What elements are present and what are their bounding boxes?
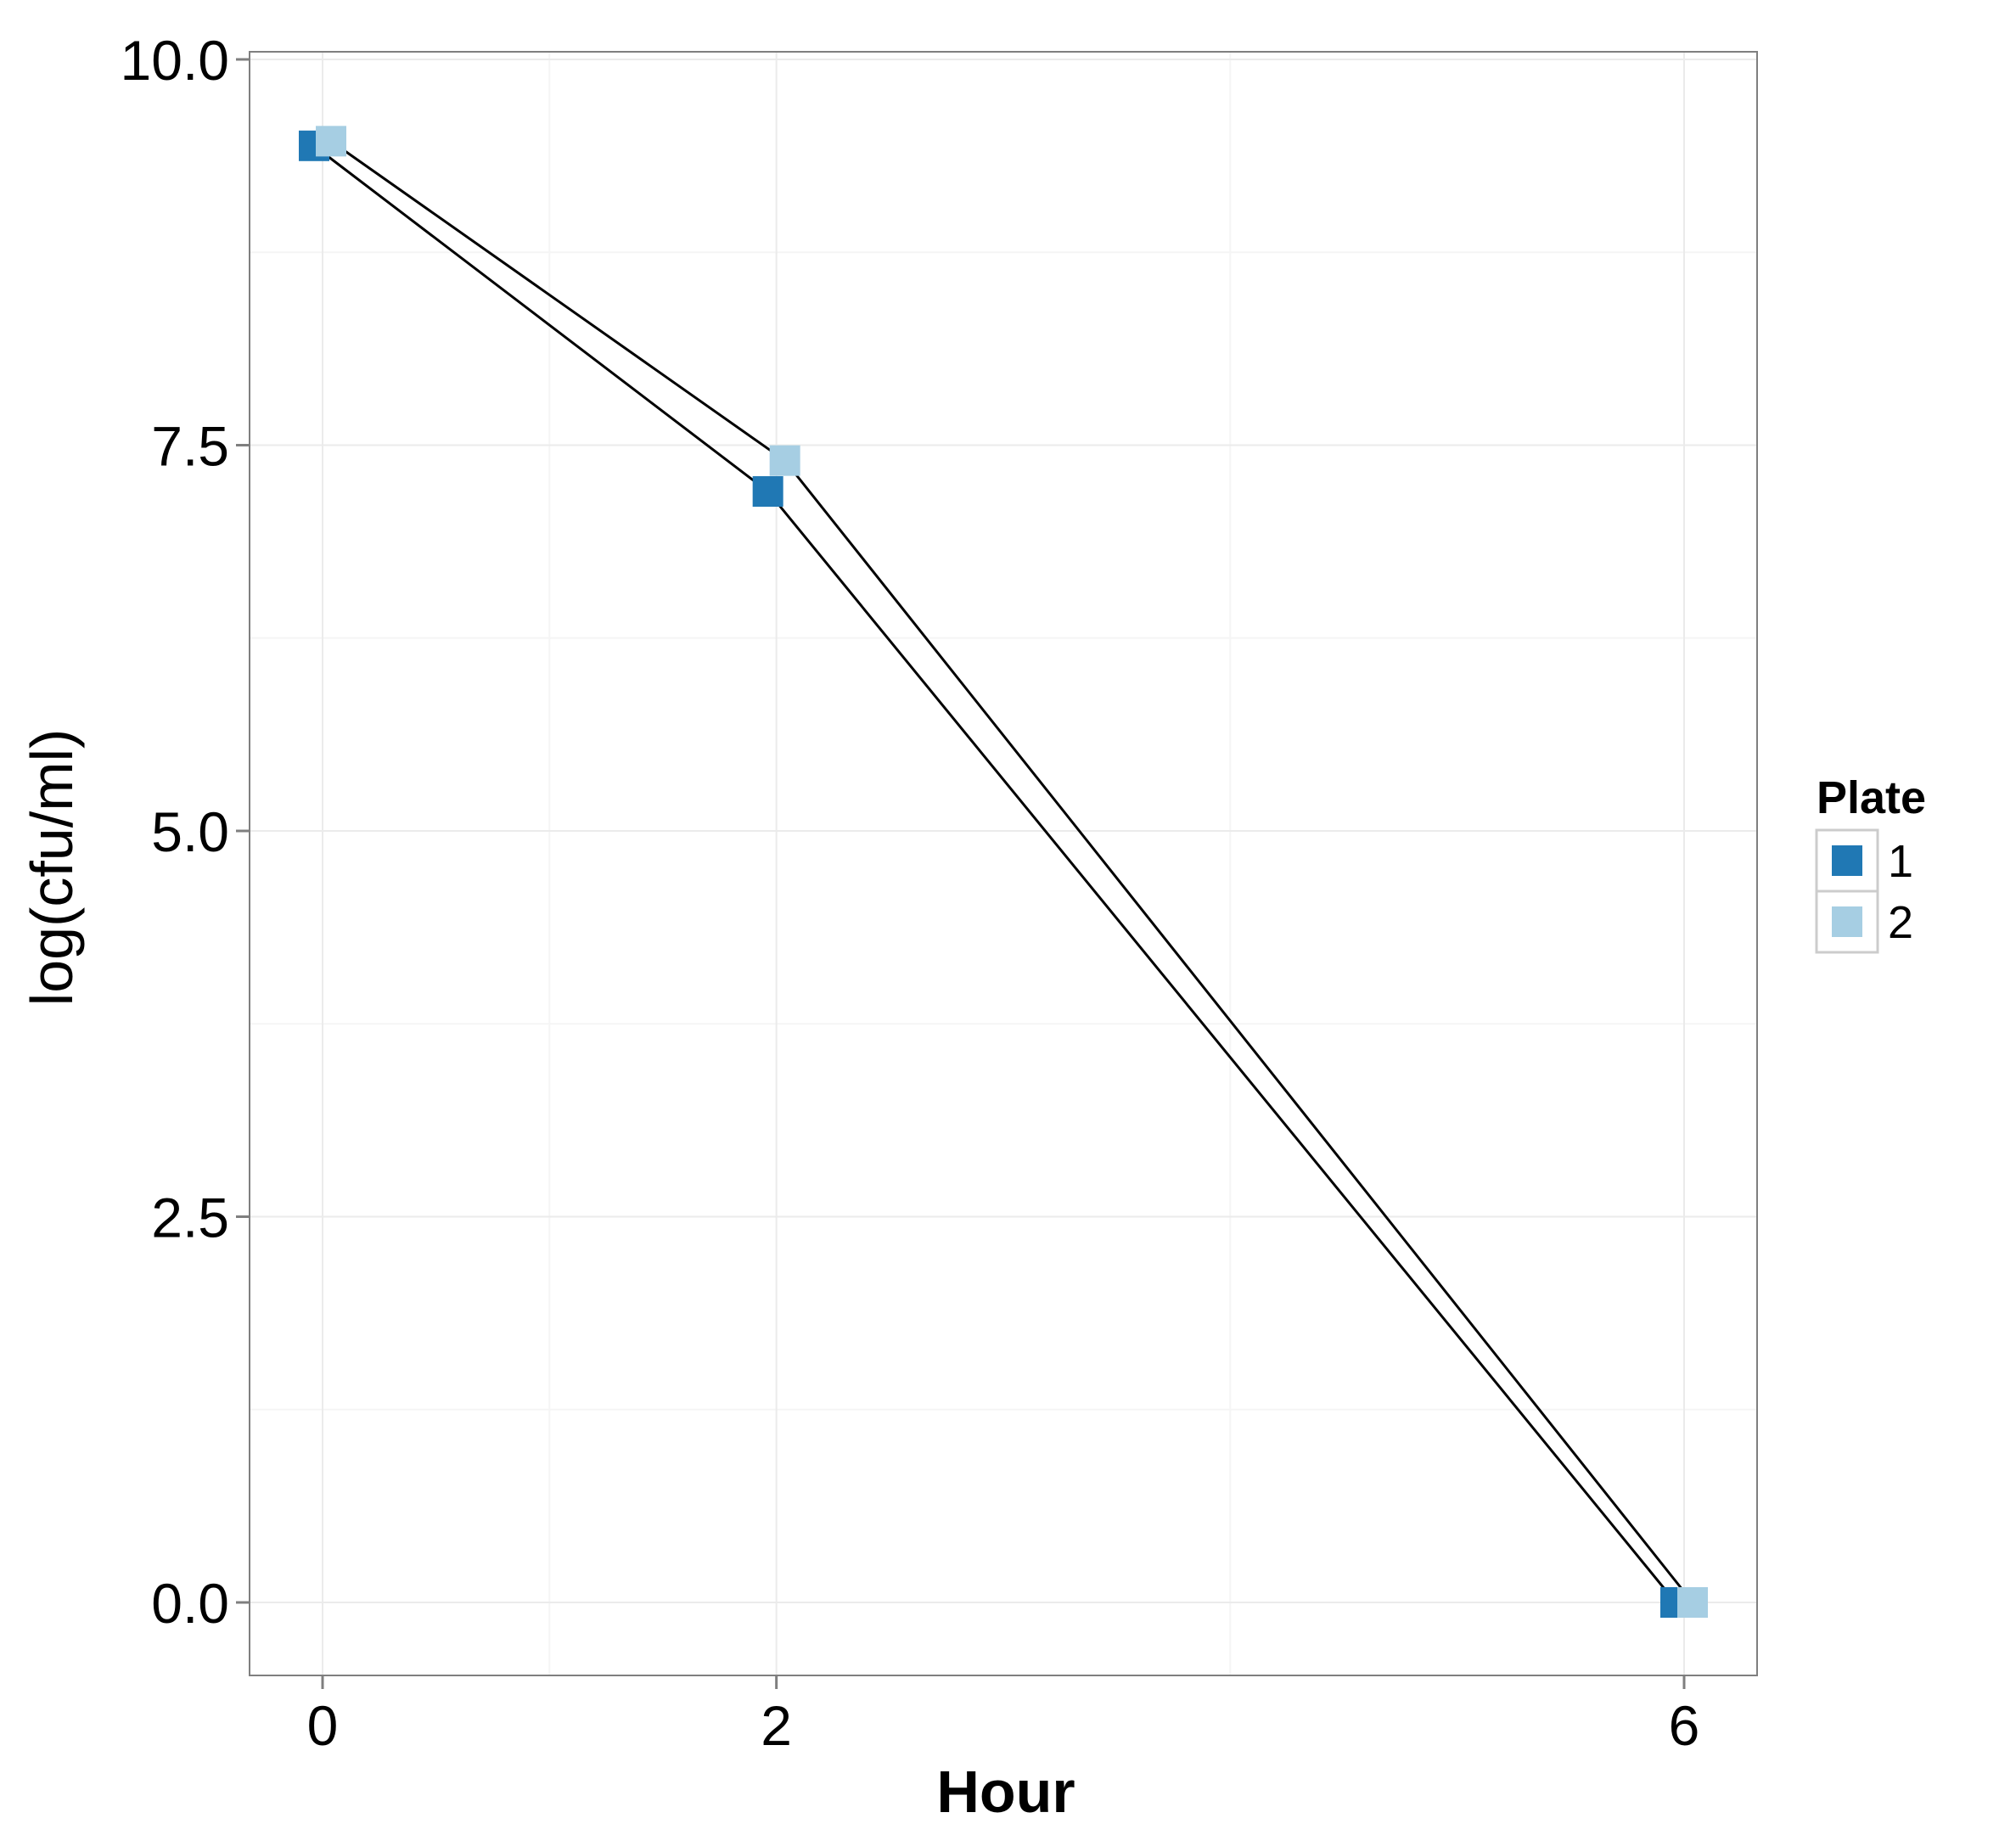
plot-panel-border — [249, 51, 1758, 1676]
series-lines — [313, 140, 1694, 1603]
minor-gridlines — [250, 52, 1757, 1675]
series-points — [299, 126, 1708, 1618]
data-point-plate-2 — [1677, 1587, 1708, 1618]
y-tick-label: 2.5 — [151, 1187, 229, 1249]
legend-label: 2 — [1888, 897, 1913, 948]
data-point-plate-2 — [769, 445, 800, 476]
series-line-plate-1 — [313, 144, 1677, 1603]
legend-label: 1 — [1888, 836, 1913, 887]
data-point-plate-1 — [752, 476, 783, 508]
legend: Plate 1 2 — [1815, 772, 1926, 954]
legend-title: Plate — [1817, 772, 1926, 823]
x-axis-title: Hour — [936, 1759, 1075, 1825]
y-tick-label: 5.0 — [151, 800, 229, 863]
y-axis-title: log(cfu/ml) — [19, 729, 85, 1007]
y-axis: 0.0 2.5 5.0 7.5 10.0 — [121, 29, 250, 1635]
major-gridlines — [250, 52, 1757, 1675]
y-tick-label: 0.0 — [151, 1572, 229, 1635]
y-tick-label: 10.0 — [121, 29, 229, 92]
x-tick-label: 0 — [307, 1694, 339, 1757]
legend-key-swatch — [1832, 845, 1862, 876]
x-axis: 0 2 6 — [307, 1675, 1700, 1757]
legend-key-swatch — [1832, 906, 1862, 937]
data-point-plate-2 — [316, 126, 346, 157]
x-tick-label: 2 — [761, 1694, 792, 1757]
series-line-plate-2 — [330, 140, 1694, 1603]
x-tick-label: 6 — [1669, 1694, 1700, 1757]
y-tick-label: 7.5 — [151, 415, 229, 478]
